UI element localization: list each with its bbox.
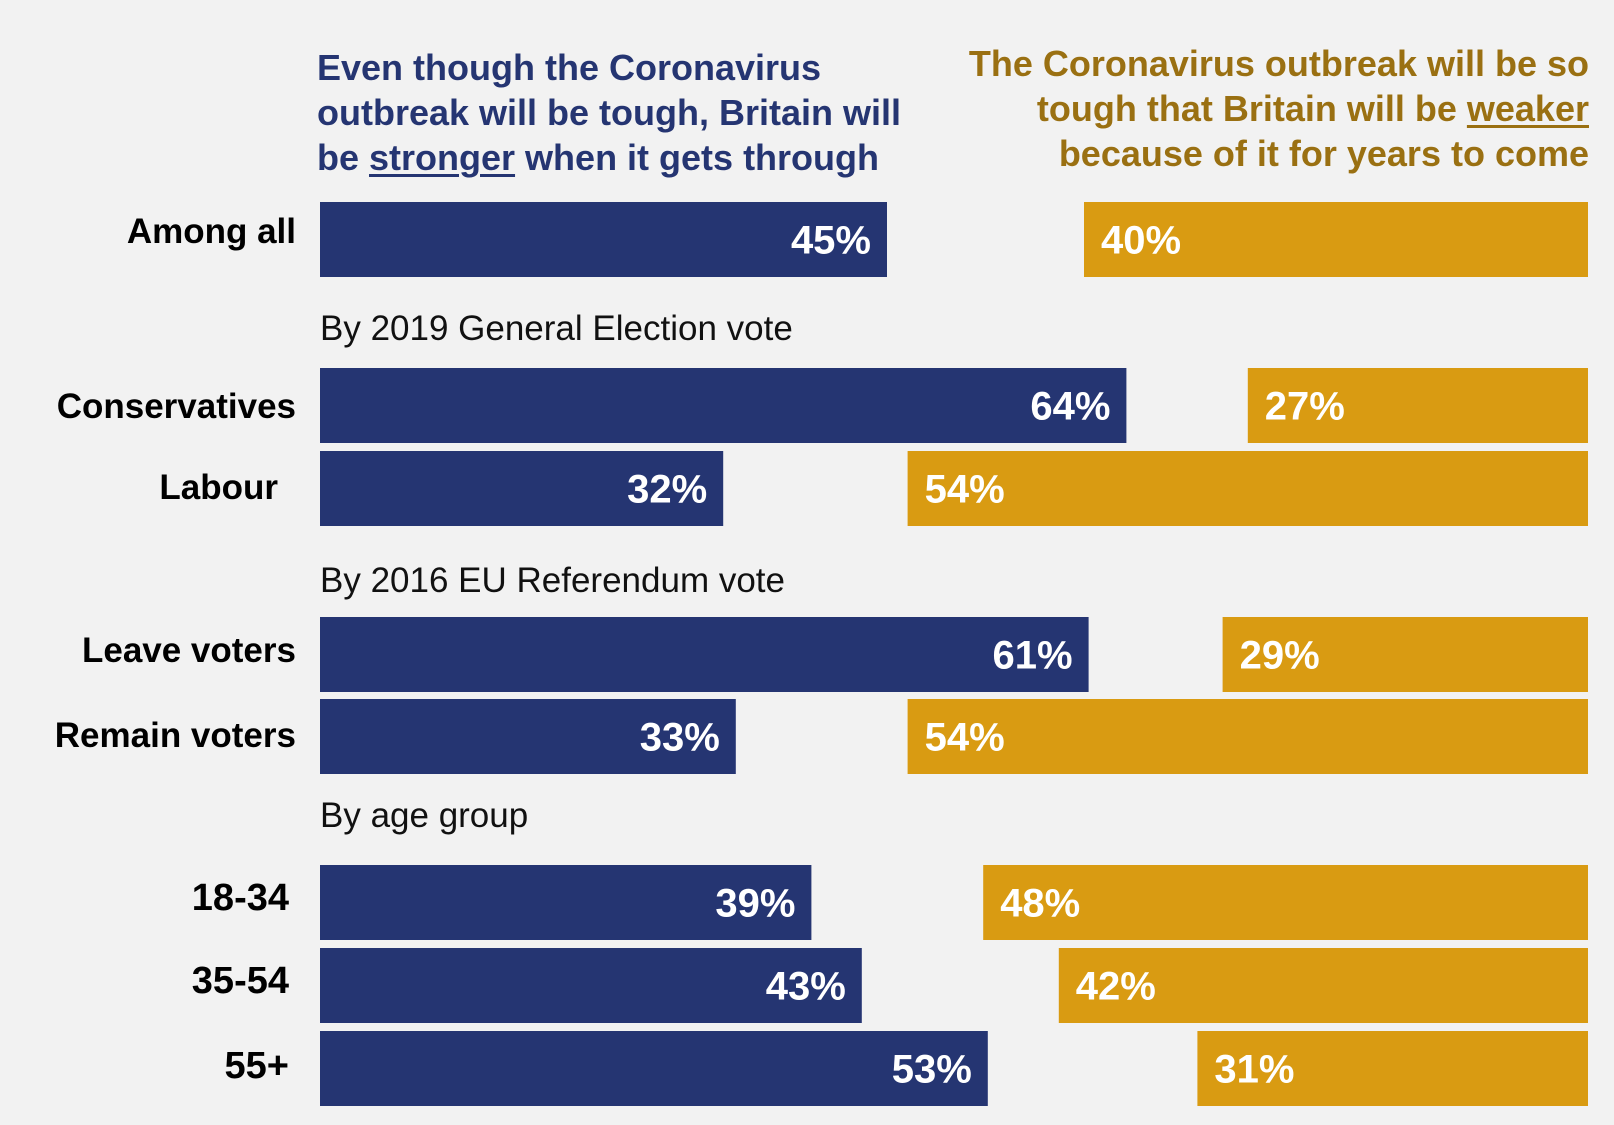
section-label-election: By 2019 General Election vote — [320, 309, 793, 348]
section-label-age: By age group — [320, 796, 529, 835]
value-label-stronger-35-54: 43% — [766, 965, 846, 1009]
bar-weaker-among-all — [1084, 202, 1588, 277]
bar-stronger-labour — [320, 451, 724, 526]
value-label-stronger-18-34: 39% — [715, 882, 795, 926]
value-label-stronger-leave-voters: 61% — [993, 634, 1073, 678]
value-label-stronger-conservatives: 64% — [1030, 385, 1110, 429]
bar-weaker-18-34 — [983, 865, 1588, 940]
row-label-18-34: 18-34 — [191, 877, 289, 919]
bar-weaker-35-54 — [1058, 948, 1588, 1023]
bar-weaker-55 — [1197, 1031, 1588, 1106]
value-label-stronger-remain-voters: 33% — [640, 716, 720, 760]
bar-weaker-labour — [907, 451, 1588, 526]
section-label-referendum: By 2016 EU Referendum vote — [320, 561, 785, 600]
row-label-remain-voters: Remain voters — [54, 716, 296, 755]
value-label-weaker-leave-voters: 29% — [1240, 634, 1320, 678]
bar-stronger-conservatives — [320, 368, 1127, 443]
value-label-weaker-remain-voters: 54% — [925, 716, 1005, 760]
legend-header-weaker: The Coronavirus outbreak will be so toug… — [968, 43, 1589, 174]
emphasis-weaker: weaker — [1466, 88, 1589, 129]
bar-stronger-leave-voters — [320, 617, 1089, 692]
value-label-weaker-18-34: 48% — [1000, 882, 1080, 926]
bar-weaker-remain-voters — [907, 699, 1588, 774]
bar-stronger-18-34 — [320, 865, 812, 940]
row-label-35-54: 35-54 — [191, 960, 289, 1002]
value-label-weaker-among-all: 40% — [1101, 219, 1181, 263]
row-label-conservatives: Conservatives — [56, 387, 296, 426]
bar-weaker-conservatives — [1247, 368, 1588, 443]
bar-stronger-among-all — [320, 202, 887, 277]
legend-header-stronger: Even though the Coronavirus outbreak wil… — [317, 47, 902, 178]
value-label-stronger-55: 53% — [892, 1048, 972, 1092]
value-label-weaker-conservatives: 27% — [1265, 385, 1345, 429]
row-label-labour: Labour — [159, 468, 278, 507]
bar-stronger-remain-voters — [320, 699, 736, 774]
row-label-leave-voters: Leave voters — [81, 631, 296, 670]
row-label-55-plus: 55+ — [224, 1045, 289, 1087]
value-label-stronger-labour: 32% — [627, 468, 707, 512]
value-label-weaker-55: 31% — [1214, 1048, 1294, 1092]
bar-weaker-leave-voters — [1222, 617, 1588, 692]
value-label-weaker-35-54: 42% — [1076, 965, 1156, 1009]
bar-stronger-35-54 — [320, 948, 862, 1023]
bar-stronger-55 — [320, 1031, 988, 1106]
row-label-among-all: Among all — [126, 212, 296, 251]
emphasis-stronger: stronger — [369, 137, 516, 178]
value-label-stronger-among-all: 45% — [791, 219, 871, 263]
value-label-weaker-labour: 54% — [925, 468, 1005, 512]
